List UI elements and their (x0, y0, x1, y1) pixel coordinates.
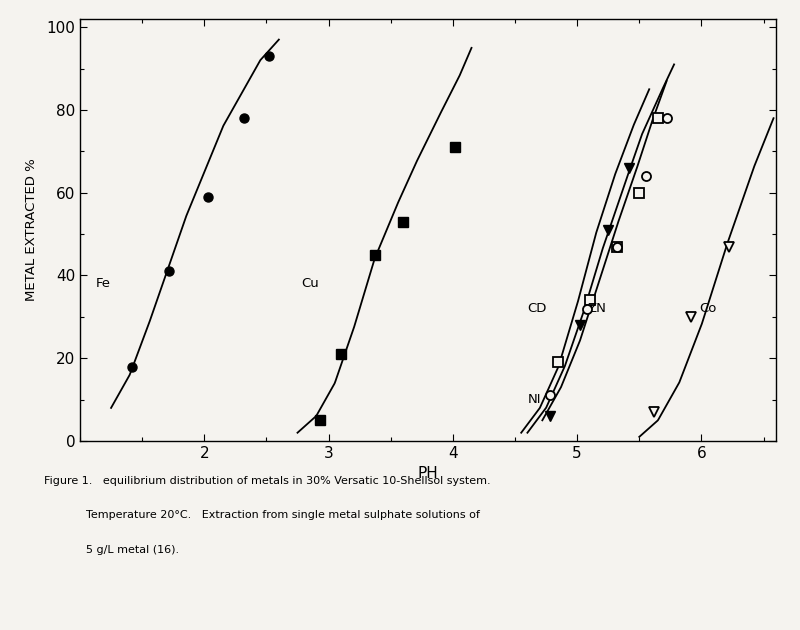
Text: NI: NI (527, 393, 541, 406)
Text: Co: Co (699, 302, 716, 315)
Text: ZN: ZN (587, 302, 606, 315)
Text: Cu: Cu (302, 277, 319, 290)
X-axis label: PH: PH (418, 466, 438, 481)
Text: Figure 1.   equilibrium distribution of metals in 30% Versatic 10-Shellsol syste: Figure 1. equilibrium distribution of me… (44, 476, 490, 486)
Y-axis label: METAL EXTRACTED %: METAL EXTRACTED % (25, 159, 38, 301)
Text: Temperature 20°C.   Extraction from single metal sulphate solutions of: Temperature 20°C. Extraction from single… (44, 510, 480, 520)
Text: Fe: Fe (96, 277, 111, 290)
Text: CD: CD (527, 302, 547, 315)
Text: 5 g/L metal (16).: 5 g/L metal (16). (44, 545, 179, 555)
